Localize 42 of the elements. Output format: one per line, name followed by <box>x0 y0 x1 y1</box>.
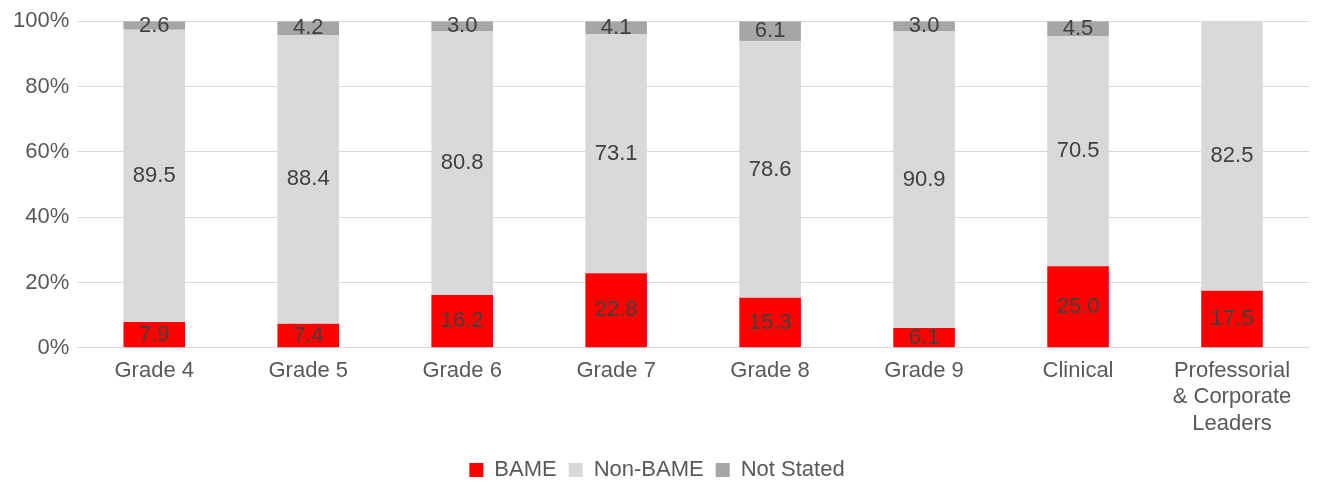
data-label: 7.9 <box>138 320 170 346</box>
bar <box>585 273 647 348</box>
x-tick-label: Grade 5 <box>268 357 348 383</box>
data-label: 4.2 <box>292 14 324 40</box>
x-tick-label: Grade 4 <box>114 357 194 383</box>
x-tick-label: Professorial & Corporate Leaders <box>1172 357 1292 435</box>
data-label: 4.5 <box>1062 14 1094 40</box>
legend-label: Non-BAME <box>593 456 704 482</box>
legend-label: Not Stated <box>740 456 845 482</box>
data-label: 90.9 <box>902 165 946 191</box>
y-tick-label: 100% <box>12 7 70 33</box>
data-label: 78.6 <box>748 155 792 181</box>
y-tick-label: 0% <box>37 333 70 359</box>
y-tick-label: 20% <box>25 268 70 294</box>
bar <box>1201 290 1263 348</box>
data-label: 17.5 <box>1210 305 1254 331</box>
x-tick-label: Grade 9 <box>884 357 964 383</box>
bar <box>1047 266 1109 348</box>
bar <box>739 297 801 348</box>
bar <box>431 294 493 348</box>
data-label: 82.5 <box>1210 141 1254 167</box>
legend-label: BAME <box>494 456 557 482</box>
data-label: 73.1 <box>594 140 638 166</box>
data-label: 16.2 <box>440 307 484 333</box>
data-label: 7.4 <box>292 321 324 347</box>
data-label: 25.0 <box>1056 292 1100 318</box>
y-tick-label: 80% <box>25 72 70 98</box>
data-label: 15.3 <box>748 308 792 334</box>
data-label: 80.8 <box>440 149 484 175</box>
data-label: 70.5 <box>1056 137 1100 163</box>
data-label: 6.1 <box>908 323 940 349</box>
data-label: 88.4 <box>286 165 330 191</box>
x-tick-label: Grade 8 <box>730 357 810 383</box>
y-tick-label: 60% <box>25 137 70 163</box>
x-tick-label: Clinical <box>1042 357 1114 383</box>
data-label: 89.5 <box>132 161 176 187</box>
data-label: 22.8 <box>594 296 638 322</box>
x-tick-label: Grade 7 <box>576 357 656 383</box>
x-tick-label: Grade 6 <box>422 357 502 383</box>
data-label: 4.1 <box>600 13 632 39</box>
data-label: 6.1 <box>754 17 786 43</box>
y-tick-label: 40% <box>25 203 70 229</box>
